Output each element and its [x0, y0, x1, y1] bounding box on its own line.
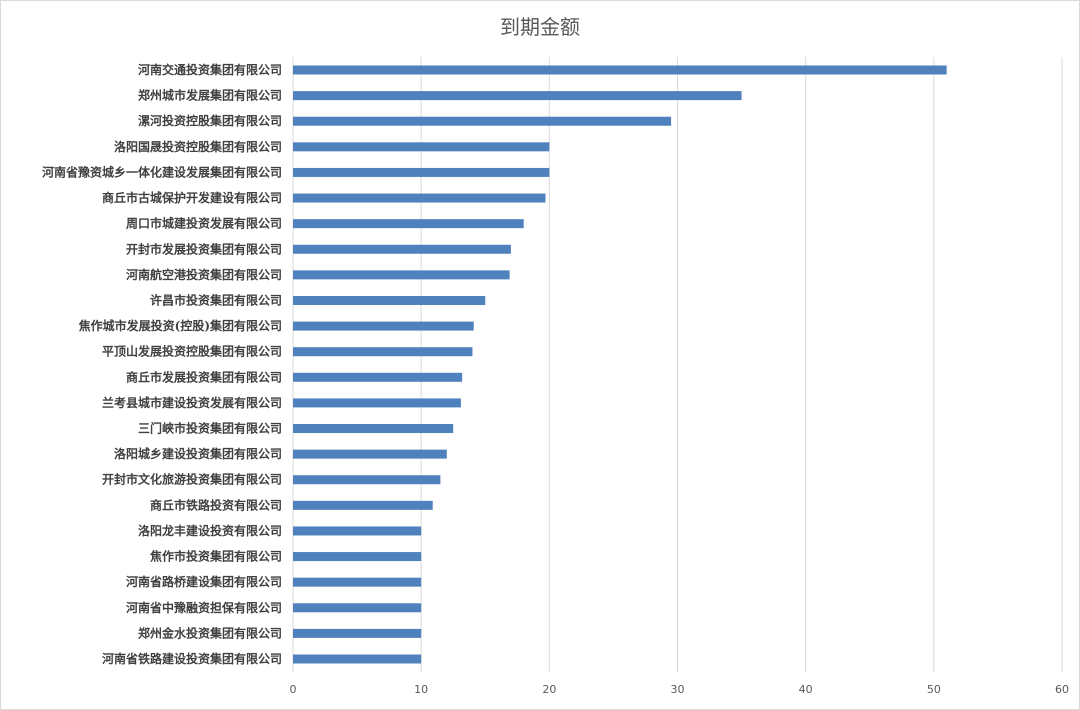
bar — [293, 475, 441, 485]
bar — [293, 116, 672, 126]
category-label: 河南省豫资城乡一体化建设发展集团有限公司 — [41, 164, 282, 179]
bar — [293, 65, 947, 75]
bar — [293, 552, 422, 562]
category-label: 兰考县城市建设投资发展有限公司 — [102, 395, 282, 410]
category-label: 商丘市发展投资集团有限公司 — [126, 369, 282, 384]
bar — [293, 577, 422, 587]
category-label: 焦作市投资集团有限公司 — [149, 549, 282, 564]
category-label: 开封市发展投资集团有限公司 — [126, 241, 282, 256]
bar — [293, 603, 422, 613]
x-tick-label: 50 — [927, 683, 941, 696]
bar — [293, 91, 742, 101]
bar — [293, 449, 447, 459]
category-label: 河南省路桥建设集团有限公司 — [125, 574, 282, 589]
bar — [293, 295, 486, 305]
bar — [293, 500, 433, 510]
bar — [293, 142, 550, 152]
bar — [293, 347, 473, 357]
x-tick-label: 10 — [414, 683, 428, 696]
category-label: 郑州城市发展集团有限公司 — [138, 88, 282, 103]
x-tick-label: 40 — [799, 683, 813, 696]
x-tick-label: 20 — [542, 683, 556, 696]
bar — [293, 398, 461, 408]
bar — [293, 424, 454, 434]
category-label: 河南省中豫融资担保有限公司 — [125, 600, 282, 615]
category-label: 商丘市古城保护开发建设有限公司 — [102, 190, 282, 205]
bar — [293, 321, 474, 331]
category-label: 漯河投资控股集团有限公司 — [138, 113, 282, 128]
category-label: 洛阳国晟投资控股集团有限公司 — [114, 139, 282, 154]
category-label: 洛阳城乡建设投资集团有限公司 — [114, 446, 282, 461]
x-tick-label: 0 — [290, 683, 297, 696]
bar — [293, 654, 422, 664]
bar — [293, 167, 550, 177]
category-label: 河南交通投资集团有限公司 — [137, 62, 282, 77]
chart-title: 到期金额 — [500, 15, 580, 39]
category-label: 焦作城市发展投资(控股)集团有限公司 — [78, 318, 282, 333]
category-label: 许昌市投资集团有限公司 — [150, 292, 282, 307]
category-label: 三门峡市投资集团有限公司 — [138, 421, 282, 436]
x-tick-label: 30 — [671, 683, 685, 696]
category-label: 洛阳龙丰建设投资有限公司 — [138, 523, 282, 538]
bar — [293, 219, 524, 229]
bar — [293, 526, 422, 536]
x-tick-label: 60 — [1055, 683, 1069, 696]
category-label: 郑州金水投资集团有限公司 — [138, 625, 282, 640]
bar — [293, 244, 511, 254]
bar — [293, 628, 422, 638]
bar — [293, 193, 546, 203]
category-label: 河南省铁路建设投资集团有限公司 — [101, 651, 282, 666]
category-label: 平顶山发展投资控股集团有限公司 — [102, 344, 282, 359]
category-label: 河南航空港投资集团有限公司 — [125, 267, 282, 282]
category-label: 商丘市铁路投资有限公司 — [150, 497, 282, 512]
category-label: 周口市城建投资发展有限公司 — [126, 216, 282, 231]
bar — [293, 270, 510, 280]
category-label: 开封市文化旅游投资集团有限公司 — [102, 472, 282, 487]
bar — [293, 372, 463, 382]
